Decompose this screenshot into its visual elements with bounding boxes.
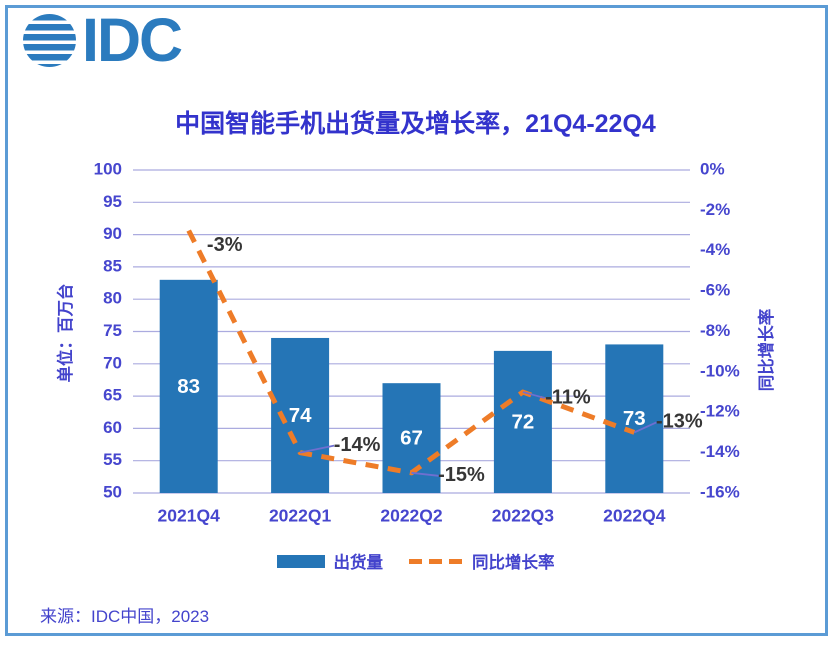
x-tick-2022Q2: 2022Q2: [380, 506, 443, 526]
y-tick-left: 80: [103, 289, 122, 308]
y-tick-left: 90: [103, 224, 122, 243]
y-tick-right: -2%: [700, 200, 730, 219]
dashed-line-swatch-icon: [409, 558, 463, 564]
y-tick-left: 85: [103, 256, 122, 275]
point-label: -15%: [438, 464, 485, 486]
legend-item-growth: 同比增长率: [409, 549, 555, 573]
y-tick-right: -10%: [700, 361, 740, 380]
bar-swatch-icon: [276, 554, 325, 568]
y-tick-left: 65: [103, 386, 122, 405]
legend-label-shipments: 出货量: [333, 554, 384, 572]
legend: 出货量 同比增长率: [0, 549, 831, 573]
idc-logo-text: IDC: [82, 6, 183, 74]
legend-item-shipments: 出货量: [276, 549, 384, 573]
point-label: -13%: [656, 411, 703, 433]
y-tick-left: 60: [103, 418, 122, 437]
chart-frame-border: [5, 5, 828, 636]
y-tick-left: 70: [103, 353, 122, 372]
y-tick-right: -14%: [700, 442, 740, 461]
x-tick-2022Q1: 2022Q1: [269, 506, 332, 526]
y-tick-right: -16%: [700, 482, 740, 501]
bar-value-label: 83: [177, 375, 200, 398]
bar-2022Q4: [605, 344, 664, 493]
y-tick-right: 0%: [700, 159, 725, 178]
y-tick-left: 95: [103, 192, 122, 211]
idc-globe-icon: [23, 14, 76, 67]
y-tick-right: -4%: [700, 240, 730, 259]
point-label: -11%: [545, 386, 591, 408]
y-tick-left: 75: [103, 321, 122, 340]
y-tick-left: 100: [94, 159, 122, 178]
y-tick-left: 55: [103, 450, 122, 469]
y-tick-left: 50: [103, 482, 122, 501]
y-tick-right: -8%: [700, 321, 730, 340]
label-leader-line: [633, 421, 657, 434]
x-tick-2021Q4: 2021Q4: [158, 506, 221, 526]
label-leader-line: [299, 444, 335, 454]
bar-2021Q4: [159, 279, 218, 493]
x-tick-2022Q3: 2022Q3: [492, 506, 555, 526]
bar-value-label: 73: [623, 407, 646, 430]
idc-logo: IDC: [23, 6, 183, 74]
bar-value-label: 74: [289, 404, 312, 427]
x-tick-2022Q4: 2022Q4: [603, 506, 666, 526]
y-tick-right: -12%: [700, 402, 740, 421]
bar-value-label: 72: [511, 410, 534, 433]
label-leader-line: [522, 391, 546, 399]
source-note: 来源：IDC中国，2023: [40, 607, 210, 626]
bars-series: 83 74 67 72 73: [159, 279, 664, 493]
bar-value-label: 67: [400, 427, 423, 450]
chart-title: 中国智能手机出货量及增长率，21Q4-22Q4: [175, 110, 656, 138]
y-tick-right: -6%: [700, 281, 730, 300]
legend-label-growth: 同比增长率: [472, 554, 555, 572]
point-label: -3%: [207, 234, 243, 256]
point-label: -14%: [334, 434, 381, 456]
label-leader-line: [411, 471, 439, 477]
bar-2022Q3: [493, 350, 552, 493]
